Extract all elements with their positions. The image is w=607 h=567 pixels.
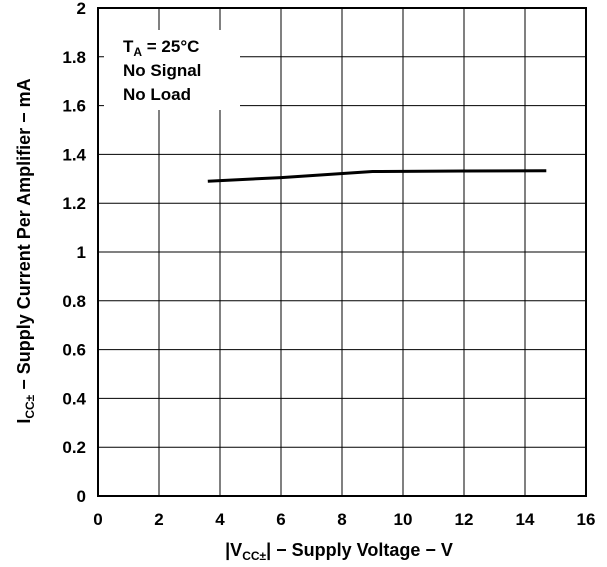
y-tick-label: 1.8 <box>62 48 86 67</box>
x-tick-label: 12 <box>455 510 474 529</box>
x-tick-label: 10 <box>394 510 413 529</box>
x-tick-label: 16 <box>577 510 596 529</box>
y-tick-labels: 0 0.2 0.4 0.6 0.8 1 1.2 1.4 1.6 1.8 2 <box>62 0 86 506</box>
y-tick-label: 0.8 <box>62 292 86 311</box>
series-lines <box>207 169 547 183</box>
x-axis-title: |VCC±| − Supply Voltage − V <box>225 540 453 563</box>
annotation-box: TA = 25°C No Signal No Load <box>104 30 240 110</box>
y-tick-label: 2 <box>77 0 86 18</box>
x-tick-label: 6 <box>276 510 285 529</box>
grid-lines <box>97 7 587 497</box>
y-tick-label: 1.6 <box>62 97 86 116</box>
y-tick-label: 0.6 <box>62 341 86 360</box>
x-tick-label: 14 <box>516 510 535 529</box>
annotation-load: No Load <box>123 85 191 104</box>
y-tick-label: 0.2 <box>62 438 86 457</box>
plot-frame <box>97 7 587 497</box>
y-tick-label: 0.4 <box>62 389 86 408</box>
y-axis-title: ICC± − Supply Current Per Amplifier − mA <box>14 78 37 423</box>
y-tick-label: 1 <box>77 243 86 262</box>
x-tick-label: 4 <box>215 510 225 529</box>
annotation-signal: No Signal <box>123 61 201 80</box>
annotation-background <box>104 30 240 110</box>
y-tick-label: 1.4 <box>62 145 86 164</box>
y-tick-label: 1.2 <box>62 194 86 213</box>
x-tick-label: 2 <box>154 510 163 529</box>
x-tick-label: 8 <box>337 510 346 529</box>
x-tick-label: 0 <box>93 510 102 529</box>
series-line <box>207 169 547 183</box>
x-tick-labels: 0 2 4 6 8 10 12 14 16 <box>93 510 595 529</box>
y-tick-label: 0 <box>77 487 86 506</box>
annotation-temperature: TA = 25°C <box>123 37 199 59</box>
